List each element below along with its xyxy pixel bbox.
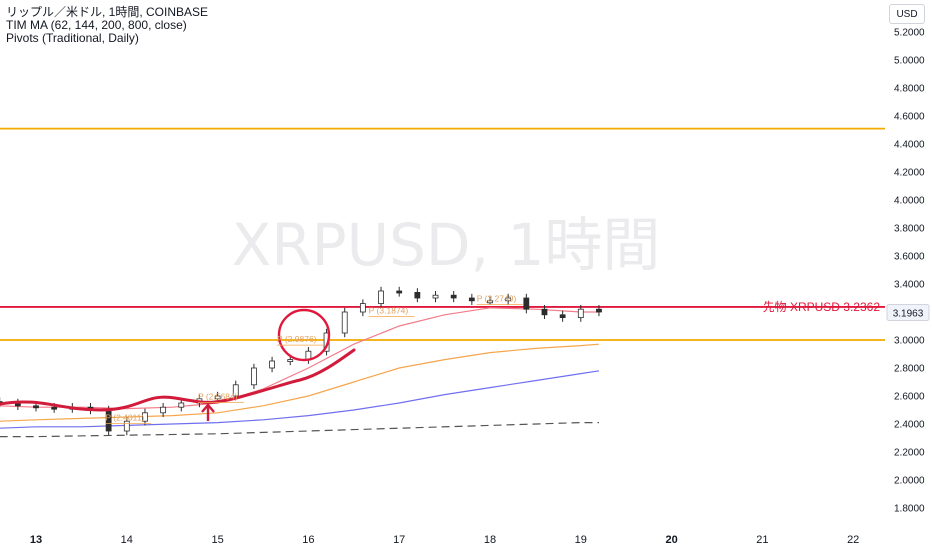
candle-body-25 xyxy=(450,294,457,299)
futures-label: 先物 XRPUSD 3.2362 xyxy=(763,300,881,314)
x-tick-1: 14 xyxy=(121,534,133,546)
currency-button[interactable]: USD xyxy=(889,4,925,24)
y-tick-4: 4.4000 xyxy=(894,140,925,151)
x-tick-8: 21 xyxy=(756,534,768,546)
y-tick-13: 2.6000 xyxy=(894,392,925,403)
watermark-text: XRPUSD, 1時間 xyxy=(232,211,661,279)
candle-body-28 xyxy=(505,297,512,302)
chart-legend: リップル／米ドル, 1時間, COINBASE TIM MA (62, 144,… xyxy=(6,6,208,45)
horizontal-lines[interactable] xyxy=(0,127,885,341)
candle-body-9 xyxy=(160,406,167,414)
y-tick-11: 3.0000 xyxy=(894,336,925,347)
up-arrow-icon xyxy=(201,403,215,421)
candlesticks xyxy=(0,286,602,436)
y-tick-14: 2.4000 xyxy=(894,420,925,431)
candle-body-26 xyxy=(468,297,475,302)
price-axis[interactable]: 5.2000 5.0000 4.8000 4.6000 4.4000 4.2000 4.00… xyxy=(894,28,925,515)
ma-line-1 xyxy=(0,343,600,422)
y-tick-1: 5.0000 xyxy=(894,56,925,67)
y-tick-15: 2.2000 xyxy=(894,448,925,459)
candle-body-30 xyxy=(541,308,548,316)
x-tick-5: 18 xyxy=(484,534,496,546)
pivot-label-0: P (2.4011) xyxy=(105,413,144,423)
candle-body-3 xyxy=(51,406,58,410)
candle-body-16 xyxy=(287,359,294,363)
ma-line-3 xyxy=(0,422,599,438)
candle-body-24 xyxy=(432,294,439,299)
price-tags: 先物 XRPUSD 3.2362 3.1963 xyxy=(763,300,930,322)
candle-body-19 xyxy=(341,311,348,334)
y-tick-8: 3.6000 xyxy=(894,252,925,263)
y-tick-5: 4.2000 xyxy=(894,168,925,179)
y-tick-6: 4.0000 xyxy=(894,196,925,207)
y-tick-16: 2.0000 xyxy=(894,476,925,487)
symbol-watermark: XRPUSD, 1時間 xyxy=(232,211,661,279)
indicator-ma-label[interactable]: TIM MA (62, 144, 200, 800, close) xyxy=(6,18,187,32)
y-tick-17: 1.8000 xyxy=(894,504,925,515)
x-tick-3: 16 xyxy=(302,534,314,546)
x-tick-7: 20 xyxy=(665,534,677,546)
candle-body-21 xyxy=(378,290,384,305)
y-tick-0: 5.2000 xyxy=(894,28,925,39)
highlight-circle[interactable] xyxy=(277,308,331,362)
pivot-label-2: P (2.9876) xyxy=(277,334,317,344)
pivot-label-3: P (3.1874) xyxy=(369,305,409,315)
candle-body-13 xyxy=(232,384,239,397)
trend-curve[interactable] xyxy=(0,348,356,412)
candle-body-31 xyxy=(559,314,566,318)
symbol-title[interactable]: リップル／米ドル, 1時間, COINBASE xyxy=(6,5,209,19)
x-tick-4: 17 xyxy=(393,534,405,546)
candle-body-10 xyxy=(178,402,185,408)
last-price-tag xyxy=(886,304,930,322)
candle-body-12 xyxy=(214,395,221,400)
candle-body-20 xyxy=(359,303,366,313)
candle-body-15 xyxy=(269,360,275,369)
y-tick-3: 4.6000 xyxy=(894,112,925,123)
ma-line-0 xyxy=(0,307,599,410)
y-tick-12: 2.8000 xyxy=(894,364,925,375)
pivot-label-4: P (3.2749) xyxy=(477,294,517,304)
candle-body-29 xyxy=(523,297,530,310)
x-tick-0: 13 xyxy=(30,534,42,546)
candle-body-7 xyxy=(123,420,130,432)
ma-line-2 xyxy=(0,370,600,429)
drawn-annotations[interactable] xyxy=(0,308,356,421)
indicator-pivots-label[interactable]: Pivots (Traditional, Daily) xyxy=(6,31,139,45)
last-price-value: 3.1963 xyxy=(893,309,924,320)
x-tick-9: 22 xyxy=(847,534,859,546)
y-tick-2: 4.8000 xyxy=(894,84,925,95)
candle-body-27 xyxy=(487,300,493,304)
candle-body-33 xyxy=(596,308,602,313)
candle-body-8 xyxy=(142,412,148,422)
y-tick-9: 3.4000 xyxy=(894,280,925,291)
candle-body-32 xyxy=(577,308,584,319)
candle-body-23 xyxy=(414,291,421,299)
x-tick-6: 19 xyxy=(575,534,587,546)
candle-body-14 xyxy=(251,367,257,386)
moving-average-lines xyxy=(0,307,600,438)
candle-body-22 xyxy=(396,290,403,294)
y-tick-7: 3.8000 xyxy=(894,224,925,235)
pivot-label-1: P (2.5684) xyxy=(198,392,238,402)
x-tick-2: 15 xyxy=(211,534,223,546)
candle-body-2 xyxy=(33,405,39,409)
pivot-labels: P (2.4011) P (2.5684) P (2.9876) P (3.1874)… xyxy=(105,294,523,424)
time-axis[interactable]: 13 14 15 16 17 18 19 20 21 22 xyxy=(30,534,859,546)
